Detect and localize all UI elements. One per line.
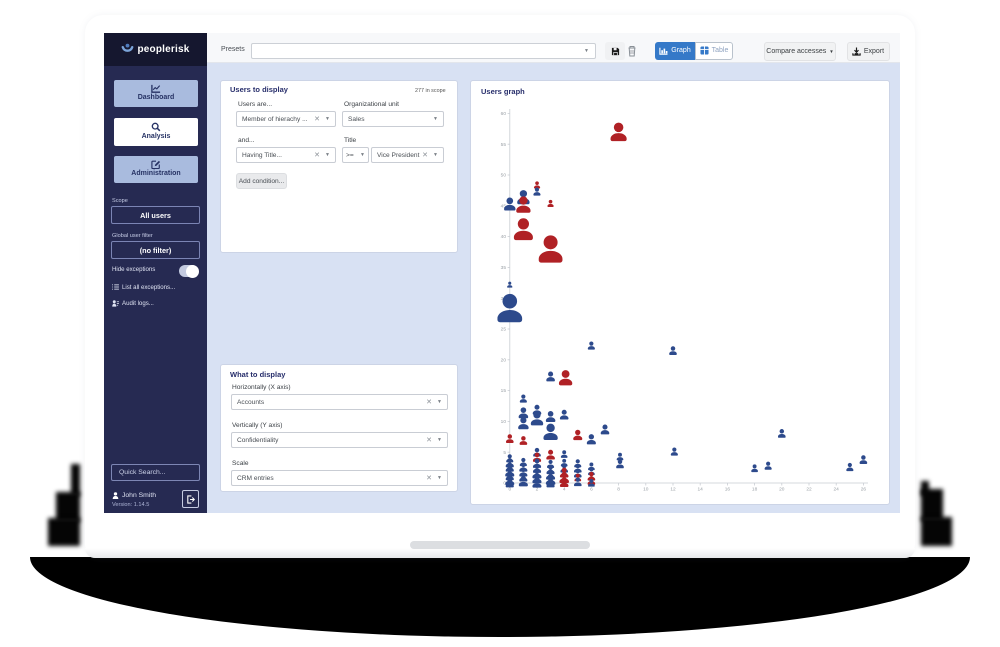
svg-text:4: 4 — [563, 486, 566, 492]
svg-text:14: 14 — [698, 486, 704, 492]
svg-text:22: 22 — [806, 486, 812, 492]
svg-text:20: 20 — [779, 486, 785, 492]
svg-text:60: 60 — [501, 111, 507, 117]
svg-text:8: 8 — [617, 486, 620, 492]
svg-text:40: 40 — [501, 234, 507, 240]
svg-text:20: 20 — [501, 357, 507, 363]
svg-text:26: 26 — [861, 486, 867, 492]
svg-text:12: 12 — [670, 486, 676, 492]
svg-text:10: 10 — [643, 486, 649, 492]
svg-text:10: 10 — [501, 419, 507, 425]
svg-text:5: 5 — [503, 449, 506, 455]
svg-text:15: 15 — [501, 388, 507, 394]
svg-text:24: 24 — [834, 486, 840, 492]
svg-text:6: 6 — [590, 486, 593, 492]
svg-text:25: 25 — [501, 326, 507, 332]
svg-text:0: 0 — [503, 480, 506, 486]
svg-text:45: 45 — [501, 203, 507, 209]
svg-text:35: 35 — [501, 265, 507, 271]
svg-text:18: 18 — [752, 486, 758, 492]
svg-text:50: 50 — [501, 172, 507, 178]
svg-text:0: 0 — [508, 486, 511, 492]
svg-text:55: 55 — [501, 141, 507, 147]
svg-text:16: 16 — [725, 486, 731, 492]
svg-text:2: 2 — [536, 486, 539, 492]
